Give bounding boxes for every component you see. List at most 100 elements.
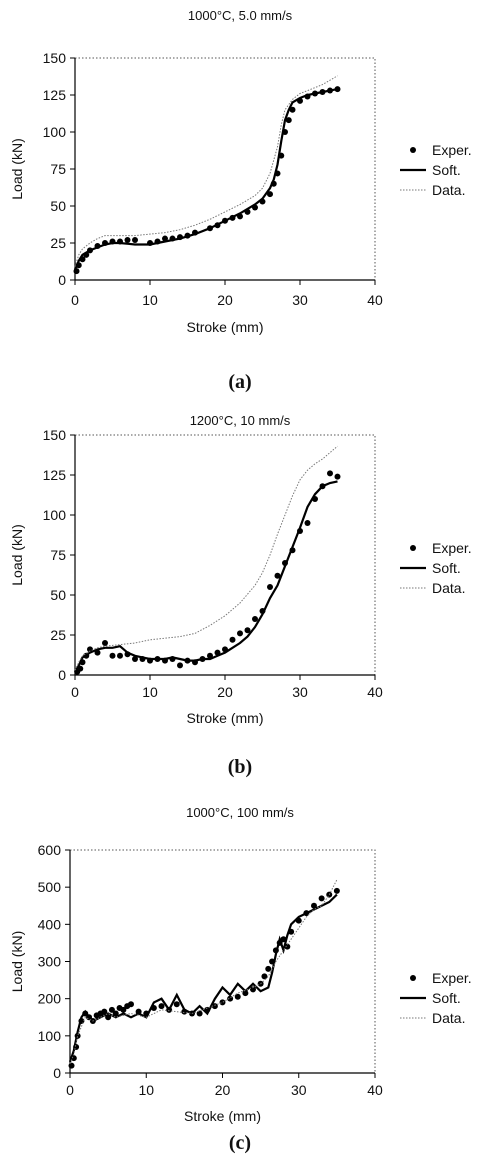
data-point (132, 237, 138, 244)
data-point (318, 895, 325, 902)
data-point (128, 1001, 134, 1008)
data-point (252, 616, 258, 622)
y-tick-label: 50 (50, 587, 66, 603)
data-point (177, 662, 183, 669)
data-point (250, 986, 256, 993)
legend-label: Soft. (432, 162, 461, 178)
y-tick-label: 125 (43, 87, 67, 103)
series-line-data (74, 445, 338, 671)
data-point (173, 1001, 180, 1008)
data-point (101, 1008, 108, 1015)
x-tick-label: 10 (142, 292, 158, 308)
y-tick-label: 25 (50, 235, 66, 251)
x-axis-label: Stroke (mm) (184, 1108, 261, 1124)
legend-label: Data. (432, 182, 465, 198)
y-tick-label: 100 (43, 124, 67, 140)
x-tick-label: 0 (71, 292, 79, 308)
y-tick-label: 200 (38, 991, 62, 1007)
legend-label: Exper. (432, 142, 472, 158)
y-tick-label: 150 (43, 427, 67, 443)
plot-frame (70, 849, 376, 1073)
data-point (219, 999, 226, 1006)
legend-label: Data. (432, 580, 465, 596)
x-tick-label: 30 (292, 292, 308, 308)
x-axis-label: Stroke (mm) (187, 710, 264, 726)
y-tick-label: 75 (50, 161, 66, 177)
y-tick-label: 100 (43, 507, 67, 523)
plot-frame (75, 57, 376, 280)
x-tick-label: 20 (217, 684, 233, 700)
x-tick-label: 40 (367, 292, 383, 308)
series-line-data (69, 879, 338, 1064)
series-line-soft (74, 480, 338, 673)
data-point (289, 106, 296, 113)
series-line-soft (68, 893, 338, 1063)
data-point (73, 268, 80, 275)
y-tick-label: 400 (38, 916, 62, 932)
data-point (242, 990, 249, 997)
x-axis-label: Stroke (mm) (187, 319, 264, 335)
y-tick-label: 150 (43, 50, 67, 66)
y-tick-label: 75 (50, 547, 66, 563)
chart-c: 1000°C, 100 mm/s 0 100 200 300 400 500 600 0 10 20… (9, 805, 472, 1154)
y-axis-label: Load (kN) (9, 931, 25, 992)
x-tick-label: 30 (292, 684, 308, 700)
data-point (68, 1062, 75, 1069)
y-tick-label: 125 (43, 467, 67, 483)
x-tick-label: 30 (291, 1082, 307, 1098)
legend-marker (410, 545, 416, 551)
plot-frame (75, 434, 376, 675)
data-point (333, 887, 340, 894)
x-tick-label: 40 (367, 1082, 383, 1098)
data-point (120, 1006, 127, 1013)
data-point (117, 652, 123, 659)
chart-panel-b: 1200°C, 10 mm/s 0 25 50 75 100 125 150 0 10 20 30 40… (0, 400, 480, 795)
data-point (105, 1014, 112, 1021)
chart-b: 1200°C, 10 mm/s 0 25 50 75 100 125 150 0 10 20 30 40… (9, 413, 472, 778)
data-point (261, 973, 268, 980)
data-point (237, 630, 243, 637)
legend-label: Soft. (432, 560, 461, 576)
data-point (267, 191, 273, 198)
legend-label: Data. (432, 1010, 465, 1026)
chart-title: 1000°C, 5.0 mm/s (188, 8, 293, 23)
y-tick-label: 600 (38, 842, 62, 858)
y-tick-label: 0 (58, 272, 66, 288)
data-point (285, 117, 292, 124)
y-tick-label: 0 (53, 1065, 61, 1081)
y-tick-label: 50 (50, 198, 66, 214)
chart-a: 1000°C, 5.0 mm/s 0 25 50 75 100 125 150 0 10 20 30 4… (9, 8, 472, 393)
x-tick-label: 20 (217, 292, 233, 308)
y-tick-label: 0 (58, 667, 66, 683)
data-point (132, 656, 138, 662)
figure-caption: (a) (228, 371, 251, 393)
x-tick-label: 10 (142, 684, 158, 700)
series-line-data (74, 75, 338, 267)
data-point (108, 1006, 115, 1013)
y-tick-label: 25 (50, 627, 66, 643)
y-axis-label: Load (kN) (9, 138, 25, 199)
data-point (334, 86, 341, 93)
data-point (234, 993, 241, 1000)
data-point (304, 520, 311, 526)
y-tick-label: 300 (38, 954, 62, 970)
x-tick-label: 0 (71, 684, 79, 700)
x-tick-label: 0 (66, 1082, 74, 1098)
data-point (229, 636, 236, 643)
chart-panel-c: 1000°C, 100 mm/s 0 100 200 300 400 500 600 0 10 20… (0, 790, 480, 1168)
data-point (102, 640, 108, 646)
data-point (162, 235, 168, 242)
data-point (267, 584, 273, 590)
data-point (311, 902, 317, 909)
data-point (124, 237, 131, 244)
x-tick-label: 40 (367, 684, 383, 700)
figure-caption: (b) (228, 756, 252, 778)
series-line-soft (73, 88, 338, 271)
figure-caption: (c) (229, 1132, 251, 1154)
data-point (274, 572, 281, 579)
x-tick-label: 10 (138, 1082, 154, 1098)
data-point (244, 627, 251, 634)
legend-label: Exper. (432, 970, 472, 986)
legend-label: Soft. (432, 990, 461, 1006)
x-tick-label: 20 (215, 1082, 231, 1098)
